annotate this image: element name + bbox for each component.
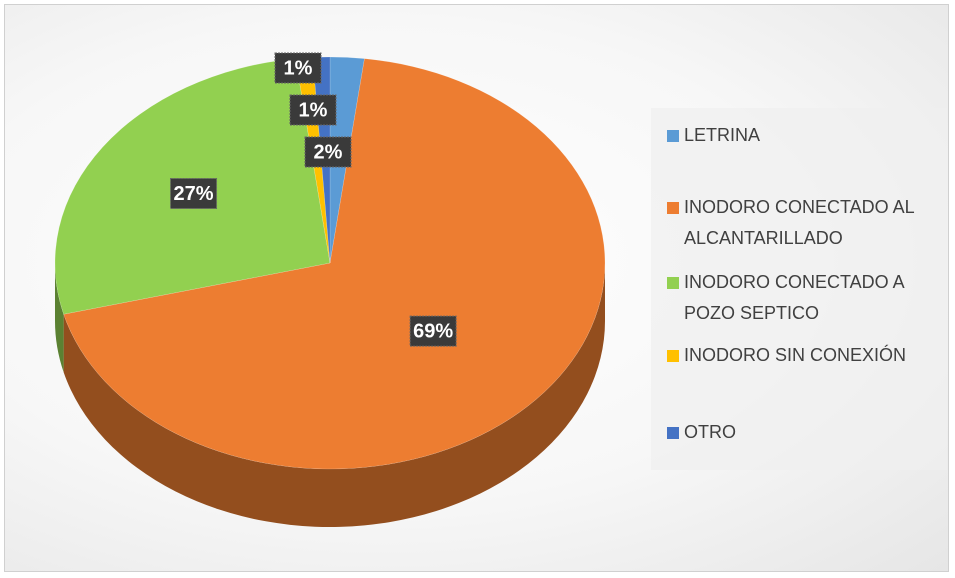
legend-item: INODORO CONECTADO A POZO SEPTICO — [667, 267, 946, 329]
value-label: 27% — [174, 183, 214, 205]
legend-label: INODORO CONECTADO AL ALCANTARILLADO — [684, 197, 915, 248]
legend: LETRINA INODORO CONECTADO AL ALCANTARILLA… — [651, 108, 947, 470]
slice-side — [55, 263, 64, 373]
legend-label: INODORO CONECTADO A POZO SEPTICO — [684, 272, 904, 323]
slice-side — [63, 263, 605, 528]
value-label: 2% — [314, 141, 343, 163]
value-label: 1% — [284, 57, 313, 79]
legend-item: INODORO CONECTADO AL ALCANTARILLADO — [667, 192, 946, 254]
slice — [63, 58, 606, 470]
legend-swatch — [667, 350, 679, 362]
value-label: 69% — [413, 320, 453, 342]
legend-swatch — [667, 277, 679, 289]
value-label-box — [170, 178, 218, 210]
legend-item: LETRINA — [667, 120, 946, 151]
legend-swatch — [667, 130, 679, 142]
legend-item: OTRO — [667, 417, 946, 448]
legend-label: LETRINA — [684, 125, 761, 145]
value-label: 1% — [299, 99, 328, 121]
value-label-box — [409, 315, 457, 347]
legend-swatch — [667, 202, 679, 214]
legend-item: INODORO SIN CONEXIÓN — [667, 340, 946, 371]
value-label-box — [304, 136, 352, 168]
legend-swatch — [667, 427, 679, 439]
legend-label: OTRO — [684, 422, 736, 442]
value-label-box — [274, 52, 322, 84]
legend-label: INODORO SIN CONEXIÓN — [684, 345, 907, 365]
value-label-box — [289, 94, 337, 126]
